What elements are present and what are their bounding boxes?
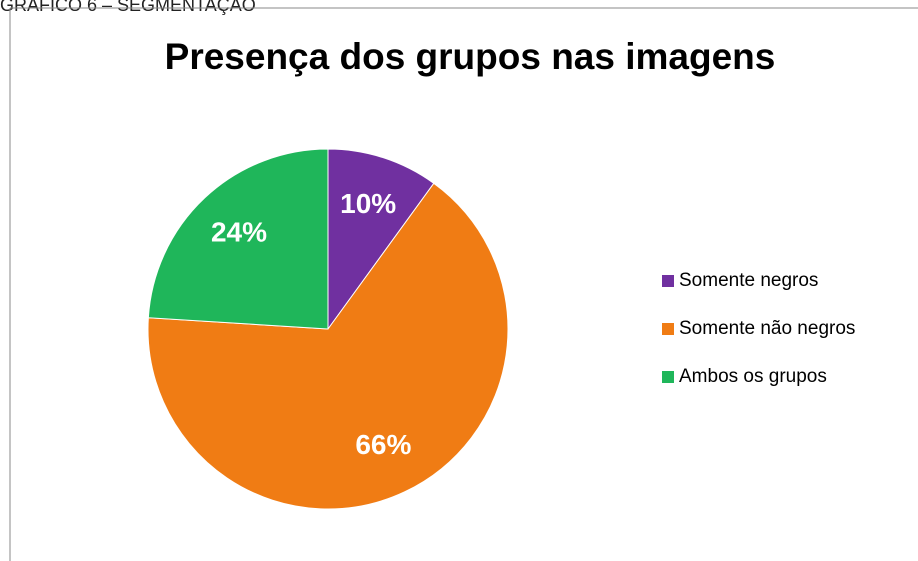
pie: 10% 66% 24% (147, 148, 509, 510)
caption: GRÁFICO 6 – SEGMENTAÇÃO (0, 0, 256, 15)
slice-label: 24% (211, 217, 267, 248)
legend-label: Ambos os grupos (679, 366, 827, 387)
legend-swatch (662, 371, 674, 383)
slice-label: 66% (355, 429, 411, 460)
chart-title: Presença dos grupos nas imagens (165, 36, 776, 77)
legend-label: Somente negros (679, 270, 818, 291)
legend-swatch (662, 323, 674, 335)
legend-swatch (662, 275, 674, 287)
slice-label: 10% (340, 188, 396, 219)
pie-slice (327, 148, 435, 331)
pie-slice (147, 182, 509, 510)
legend-label: Somente não negros (679, 318, 855, 339)
legend: Somente negros Somente não negros Ambos os… (662, 270, 855, 387)
pie-slice (147, 148, 329, 330)
